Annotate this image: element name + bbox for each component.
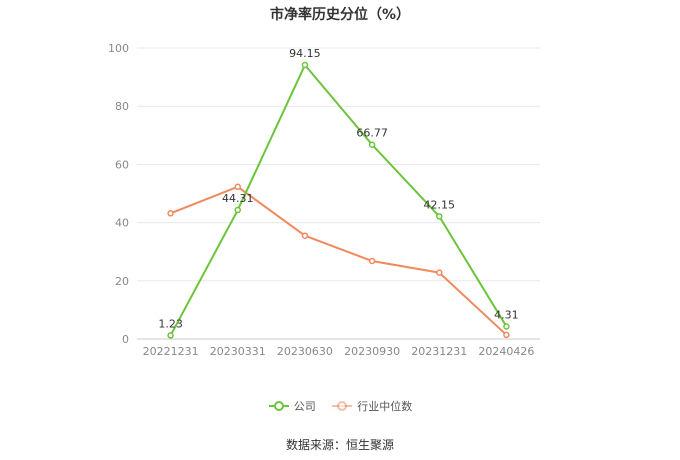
data-label-company: 66.77 (356, 127, 388, 140)
x-tick-label: 20221231 (143, 345, 199, 358)
chart-title: 市净率历史分位（%） (269, 7, 411, 23)
data-label-company: 1.23 (158, 317, 183, 330)
x-tick-label: 20230630 (277, 345, 333, 358)
data-label-company: 44.31 (222, 192, 254, 205)
data-label-company: 94.15 (289, 47, 321, 60)
legend-swatch-company (268, 401, 289, 411)
data-point-company (368, 141, 376, 148)
data-labels: 1.23 44.31 94.15 66.77 42.15 4.31 (158, 47, 518, 330)
x-tick-label: 20240426 (478, 345, 534, 358)
y-tick-label: 0 (122, 333, 129, 346)
x-tick-label: 20231231 (411, 345, 467, 358)
y-tick-label: 60 (115, 158, 129, 171)
y-tick-label: 40 (115, 217, 129, 230)
data-point-company (436, 213, 443, 220)
y-tick-label: 100 (108, 42, 129, 55)
data-point-industry-median (167, 210, 174, 217)
series-line-industry-median (170, 185, 508, 336)
legend-label-company: 公司 (293, 400, 316, 413)
x-tick-label: 20230331 (210, 345, 266, 358)
series-group (167, 61, 510, 339)
data-point-industry-median (234, 183, 241, 191)
legend-label-industry-median: 行业中位数 (357, 400, 413, 413)
data-point-industry-median (368, 257, 376, 265)
data-label-company: 4.31 (494, 308, 519, 321)
legend-swatch-industry-median (332, 401, 353, 411)
y-tick-label: 80 (115, 100, 129, 113)
data-label-company: 42.15 (424, 198, 456, 211)
data-point-company (301, 61, 309, 69)
legend-item-company[interactable]: 公司 (268, 398, 316, 414)
data-point-company (167, 332, 174, 339)
data-point-industry-median (503, 331, 510, 339)
y-tick-label: 20 (115, 275, 129, 288)
grid-lines (137, 47, 540, 340)
data-point-company (234, 206, 241, 214)
data-point-industry-median (436, 269, 443, 276)
y-axis-ticks: 0 20 40 60 80 100 (108, 42, 129, 346)
data-point-industry-median (301, 232, 309, 239)
legend: 公司 行业中位数 (0, 398, 680, 415)
data-point-company (503, 323, 510, 330)
legend-item-industry-median[interactable]: 行业中位数 (331, 398, 412, 414)
data-source-note: 数据来源：恒生聚源 (285, 438, 394, 452)
x-axis: 20221231 20230331 20230630 20230930 20231231… (137, 338, 540, 358)
x-tick-label: 20230930 (344, 345, 400, 358)
series-line-company (169, 64, 508, 336)
